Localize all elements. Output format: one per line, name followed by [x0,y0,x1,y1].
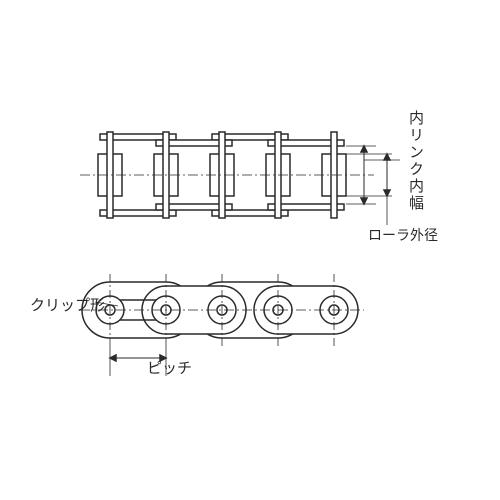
label-pitch: ピッチ [147,357,192,378]
label-clip-type: クリップ形 [30,294,105,315]
label-roller-diameter: ローラ外径 [368,225,438,245]
label-inner-link-width: 内リンク内幅 [405,110,426,212]
